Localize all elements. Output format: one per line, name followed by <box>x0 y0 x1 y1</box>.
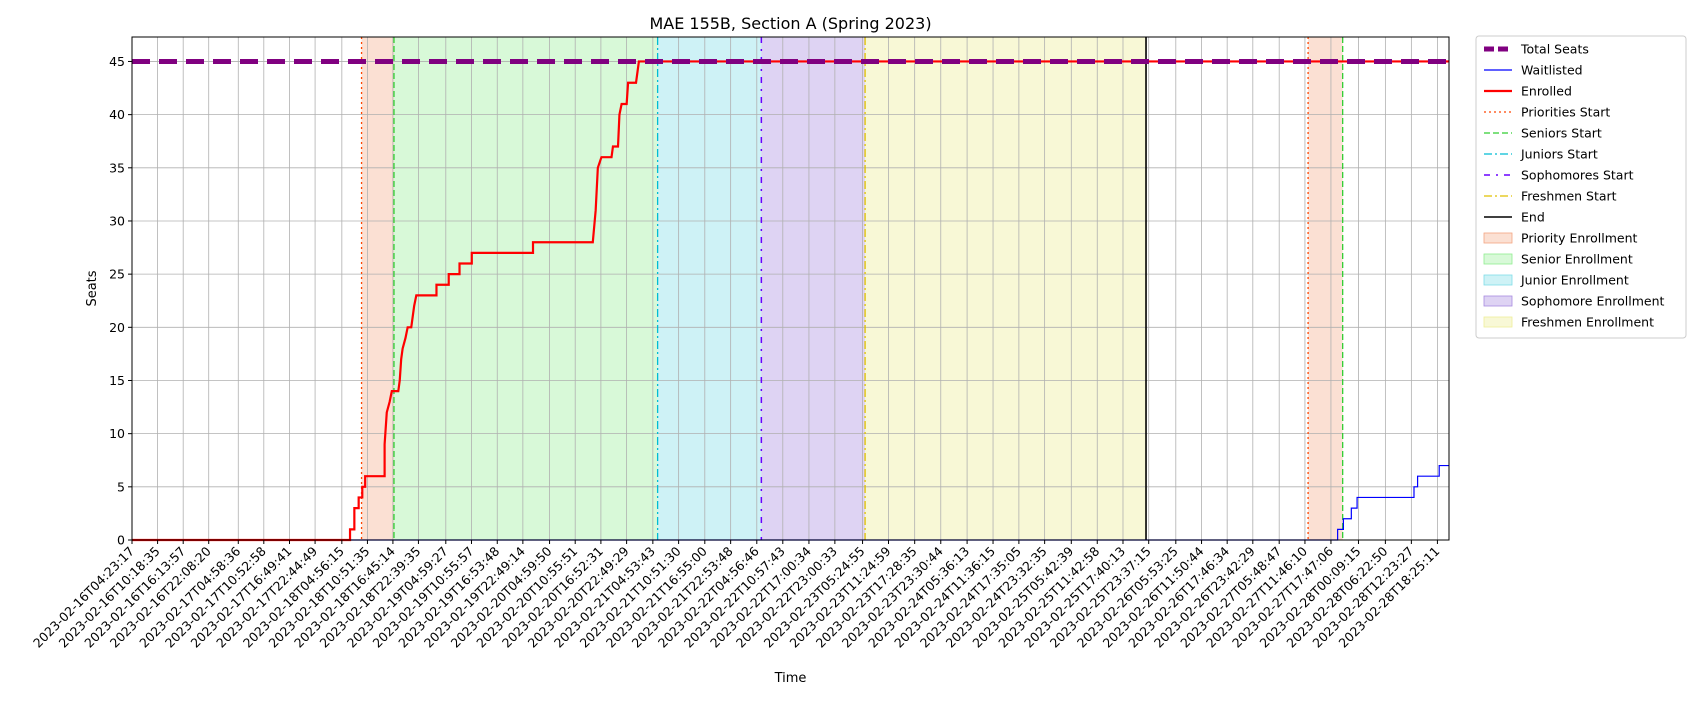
y-tick-label-2: 10 <box>109 426 125 441</box>
x-axis-label: Time <box>774 671 807 686</box>
legend-item-waitlisted: Waitlisted <box>1484 63 1583 78</box>
legend-item-sophomore-enrollment: Sophomore Enrollment <box>1483 294 1665 309</box>
x-axis-ticks: 2023-02-16T04:23:172023-02-16T10:18:3520… <box>30 540 1443 651</box>
legend-swatch-freshmen-enrollment <box>1483 316 1513 328</box>
plot-frame <box>131 36 1450 541</box>
y-tick-label-7: 35 <box>109 160 125 175</box>
legend-label-enrolled: Enrolled <box>1521 84 1572 99</box>
legend-item-priorities-start: Priorities Start <box>1484 105 1610 120</box>
legend-item-freshmen-enrollment: Freshmen Enrollment <box>1483 315 1654 330</box>
legend-item-senior-enrollment: Senior Enrollment <box>1483 252 1633 267</box>
legend-item-priority-enrollment: Priority Enrollment <box>1483 231 1638 246</box>
legend-item-junior-enrollment: Junior Enrollment <box>1483 273 1629 288</box>
legend-swatch-senior-enrollment <box>1483 253 1513 265</box>
legend-item-end: End <box>1484 210 1545 225</box>
legend-label-freshmen-start: Freshmen Start <box>1521 189 1617 204</box>
y-axis-label: Seats <box>85 270 100 306</box>
region-freshmen-enrollment-5 <box>865 37 1147 540</box>
legend-label-juniors-start: Juniors Start <box>1520 147 1598 162</box>
region-sophomore-enrollment-4 <box>761 37 866 540</box>
y-tick-label-0: 0 <box>117 533 125 548</box>
legend-item-juniors-start: Juniors Start <box>1484 147 1598 162</box>
y-tick-label-6: 30 <box>109 213 125 228</box>
legend-swatch-sophomore-enrollment <box>1483 295 1513 307</box>
legend-label-end: End <box>1521 210 1545 225</box>
legend-label-waitlisted: Waitlisted <box>1521 63 1583 78</box>
legend-frame <box>1475 35 1687 339</box>
y-tick-label-8: 40 <box>109 107 125 122</box>
legend-label-seniors-start: Seniors Start <box>1521 126 1602 141</box>
enrollment-regions <box>361 37 1343 540</box>
legend-item-sophomores-start: Sophomores Start <box>1484 168 1634 183</box>
chart-title: MAE 155B, Section A (Spring 2023) <box>649 14 931 33</box>
y-tick-label-3: 15 <box>109 373 125 388</box>
legend-item-freshmen-start: Freshmen Start <box>1484 189 1617 204</box>
region-junior-enrollment-3 <box>657 37 762 540</box>
legend-item-enrolled: Enrolled <box>1484 84 1572 99</box>
legend-label-senior-enrollment: Senior Enrollment <box>1521 252 1633 267</box>
y-tick-label-1: 5 <box>117 479 125 494</box>
legend-label-sophomores-start: Sophomores Start <box>1521 168 1634 183</box>
legend-label-priority-enrollment: Priority Enrollment <box>1521 231 1638 246</box>
y-tick-label-9: 45 <box>109 54 125 69</box>
region-priority-enrollment-1 <box>1308 37 1343 540</box>
legend-item-total-seats: Total Seats <box>1484 42 1589 57</box>
legend-label-priorities-start: Priorities Start <box>1521 105 1610 120</box>
phase-start-lines <box>360 37 1344 540</box>
legend-label-freshmen-enrollment: Freshmen Enrollment <box>1521 315 1654 330</box>
y-axis-ticks: 0 5 10 15 20 25 30 35 40 45 <box>109 54 132 548</box>
y-tick-label-5: 25 <box>109 267 125 282</box>
legend: Total Seats Waitlisted Enrolled Priorities … <box>1475 35 1687 339</box>
region-senior-enrollment-2 <box>393 37 658 540</box>
legend-label-junior-enrollment: Junior Enrollment <box>1520 273 1629 288</box>
series-enrolled <box>132 60 1449 542</box>
legend-label-total-seats: Total Seats <box>1520 42 1589 57</box>
legend-item-seniors-start: Seniors Start <box>1484 126 1602 141</box>
y-tick-label-4: 20 <box>109 320 125 335</box>
legend-label-sophomore-enrollment: Sophomore Enrollment <box>1521 294 1665 309</box>
region-priority-enrollment-0 <box>361 37 394 540</box>
series-lines <box>132 58 1449 542</box>
legend-swatch-junior-enrollment <box>1483 274 1513 286</box>
legend-swatch-priority-enrollment <box>1483 232 1513 244</box>
series-waitlisted <box>132 464 1449 541</box>
